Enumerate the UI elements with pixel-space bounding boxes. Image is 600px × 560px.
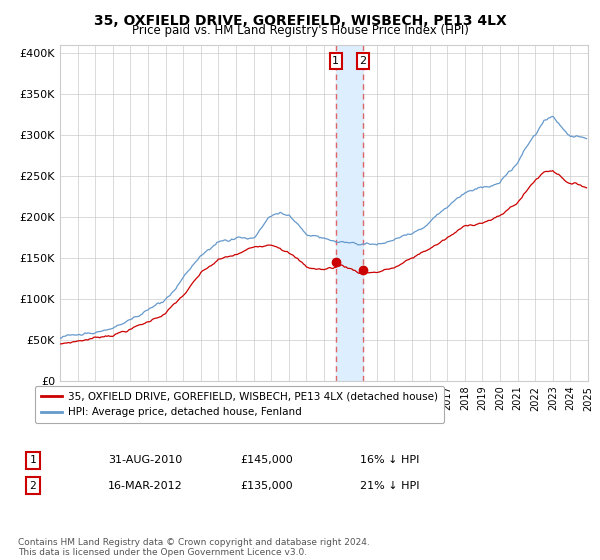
Text: 31-AUG-2010: 31-AUG-2010 (108, 455, 182, 465)
Text: 35, OXFIELD DRIVE, GOREFIELD, WISBECH, PE13 4LX: 35, OXFIELD DRIVE, GOREFIELD, WISBECH, P… (94, 14, 506, 28)
Text: 21% ↓ HPI: 21% ↓ HPI (360, 480, 419, 491)
Text: 16% ↓ HPI: 16% ↓ HPI (360, 455, 419, 465)
Text: 1: 1 (29, 455, 37, 465)
Text: 1: 1 (332, 56, 339, 66)
Text: Price paid vs. HM Land Registry's House Price Index (HPI): Price paid vs. HM Land Registry's House … (131, 24, 469, 37)
Text: Contains HM Land Registry data © Crown copyright and database right 2024.
This d: Contains HM Land Registry data © Crown c… (18, 538, 370, 557)
Legend: 35, OXFIELD DRIVE, GOREFIELD, WISBECH, PE13 4LX (detached house), HPI: Average p: 35, OXFIELD DRIVE, GOREFIELD, WISBECH, P… (35, 386, 444, 423)
Text: 2: 2 (29, 480, 37, 491)
Text: £135,000: £135,000 (240, 480, 293, 491)
Bar (336, 45, 363, 381)
Text: 2: 2 (359, 56, 367, 66)
Text: 16-MAR-2012: 16-MAR-2012 (108, 480, 183, 491)
Text: £145,000: £145,000 (240, 455, 293, 465)
